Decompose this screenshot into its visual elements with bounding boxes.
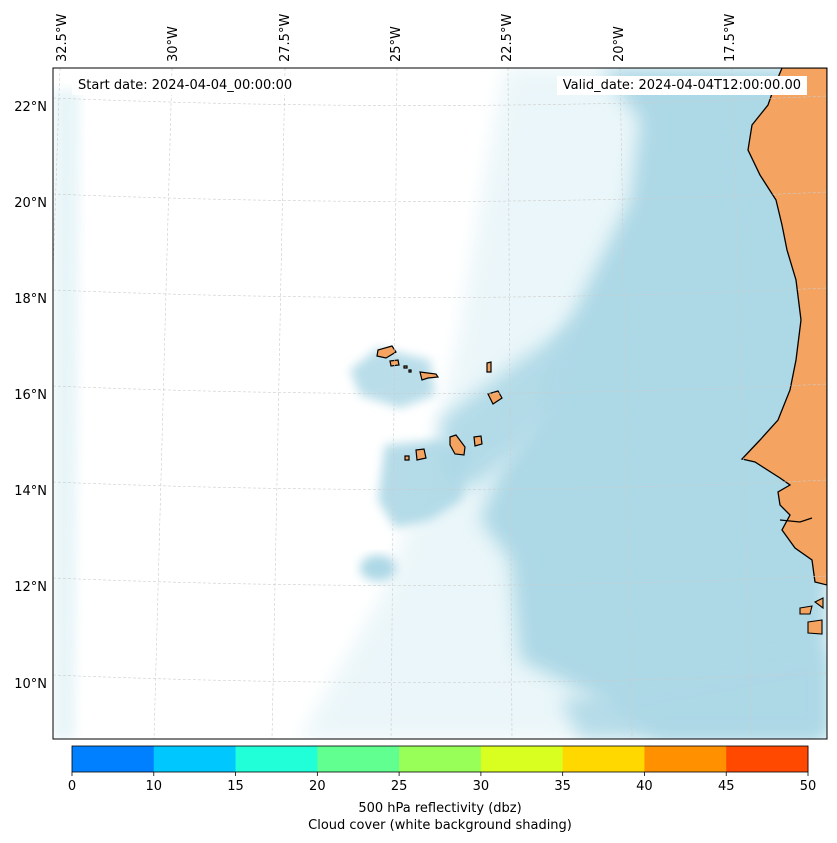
colorbar-segment <box>644 746 727 772</box>
parallel-line <box>53 191 827 202</box>
latitude-label: 12°N <box>14 580 47 595</box>
colorbar-tick-label: 10 <box>146 779 163 794</box>
colorbar-segment <box>153 746 237 772</box>
colorbar-sublabel: Cloud cover (white background shading) <box>308 818 572 833</box>
colorbar-tick-label: 40 <box>636 779 653 794</box>
colorbar-label: 500 hPa reflectivity (dbz) <box>358 801 522 816</box>
graticule <box>53 68 827 739</box>
colorbar-tick-label: 20 <box>309 779 326 794</box>
start-date-box: Start date: 2024-04-04_00:00:00 <box>72 76 299 95</box>
longitude-label: 27.5°W <box>278 14 293 62</box>
longitude-label: 20°W <box>612 26 627 62</box>
islet-dots <box>403 365 412 373</box>
longitude-label: 32.5°W <box>55 14 70 62</box>
colorbar-segment <box>72 746 155 772</box>
longitude-label: 25°W <box>389 26 404 62</box>
colorbar-tick-label: 50 <box>800 779 817 794</box>
colorbar-segment <box>562 746 645 772</box>
longitude-label: 17.5°W <box>723 14 738 62</box>
parallel-line <box>53 287 827 298</box>
africa-landmass <box>740 68 827 586</box>
cape-verde-islands <box>376 345 503 461</box>
parallel-line <box>53 672 827 683</box>
cloud-mass-main <box>480 68 827 739</box>
cloud-patch-islands <box>378 440 470 528</box>
colorbar-tick-label: 15 <box>227 779 244 794</box>
latitude-label: 20°N <box>14 196 47 211</box>
meridian-line <box>507 68 513 739</box>
start-date-value: 2024-04-04_00:00:00 <box>151 78 293 93</box>
small-coastal-islands <box>799 597 824 635</box>
latitude-label: 22°N <box>14 100 47 115</box>
longitude-labels: 32.5°W 30°W 27.5°W 25°W 22.5°W 20°W 17.5°W <box>55 14 738 62</box>
island-fogo <box>415 448 427 461</box>
cloud-streaks-south <box>560 650 827 739</box>
parallel-line <box>53 383 827 394</box>
colorbar-tick-label: 45 <box>718 779 735 794</box>
colorbar-segment <box>235 746 318 772</box>
cloud-cover <box>53 68 827 739</box>
colorbar-tick-label: 0 <box>68 779 76 794</box>
island-boa-vista <box>487 390 503 405</box>
colorbar-tick-label: 25 <box>391 779 408 794</box>
meridian-line <box>153 68 173 739</box>
longitude-label: 22.5°W <box>500 14 515 62</box>
colorbar-segment <box>480 746 564 772</box>
island-santiago <box>449 434 466 456</box>
island-maio <box>473 435 483 447</box>
meridian-line <box>53 68 61 281</box>
valid-date-prefix: Valid_date: <box>562 78 639 93</box>
parallel-line <box>53 479 827 490</box>
meridian-line <box>619 68 633 739</box>
cloud-patch-south <box>360 555 396 581</box>
colorbar-segment <box>726 746 809 772</box>
latitude-label: 18°N <box>14 292 47 307</box>
latitude-labels: 22°N 20°N 18°N 16°N 14°N 12°N 10°N <box>14 100 47 692</box>
latitude-label: 14°N <box>14 484 47 499</box>
start-date-prefix: Start date: <box>78 78 152 93</box>
cloud-wisp-west <box>53 90 80 739</box>
colorbar: 0 10 15 20 25 30 35 40 45 50 <box>68 745 817 794</box>
colorbar-frame <box>71 745 809 773</box>
colorbar-tick-label: 35 <box>554 779 571 794</box>
cloud-patch-north <box>350 348 435 408</box>
meridian-line <box>731 68 753 739</box>
colorbar-segment <box>399 746 482 772</box>
colorbar-tick-label: 30 <box>473 779 490 794</box>
colorbar-segment <box>317 746 400 772</box>
gambia-river <box>779 517 813 523</box>
map-frame <box>52 67 828 740</box>
valid-date-box: Valid_date: 2024-04-04T12:00:00.00 <box>556 76 807 95</box>
island-santo-antao <box>376 345 397 359</box>
parallel-line <box>53 575 827 586</box>
island-sao-nicolau <box>419 371 440 381</box>
longitude-label: 30°W <box>166 26 181 62</box>
island-brava <box>404 455 410 461</box>
parallel-line <box>53 95 827 106</box>
meridian-line <box>390 68 398 739</box>
island-sal <box>486 361 492 373</box>
latitude-label: 16°N <box>14 388 47 403</box>
valid-date-value: 2024-04-04T12:00:00.00 <box>638 78 801 93</box>
latitude-label: 10°N <box>14 677 47 692</box>
meridian-line <box>271 68 286 739</box>
